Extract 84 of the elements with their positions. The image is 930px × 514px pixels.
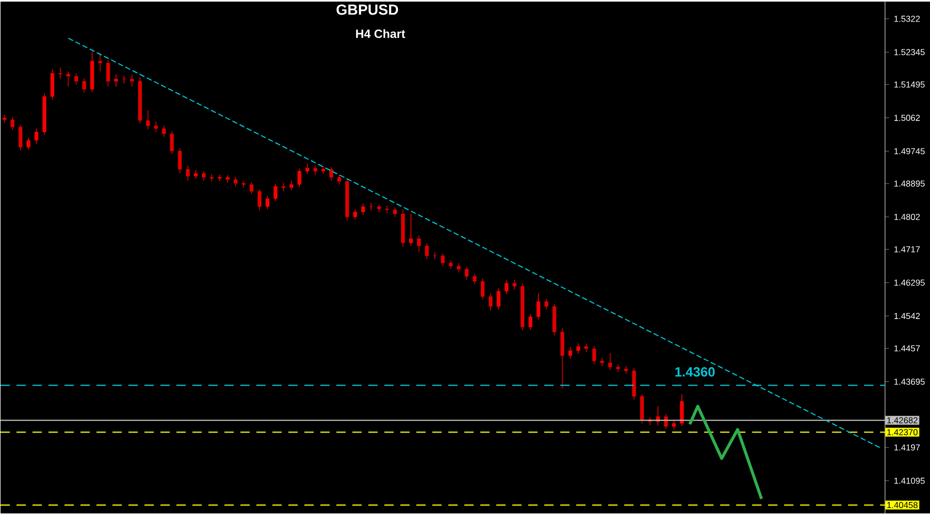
candlestick xyxy=(544,298,548,310)
candlestick xyxy=(170,130,174,155)
candlestick xyxy=(528,314,532,330)
candlestick xyxy=(608,352,612,371)
candlestick xyxy=(258,188,262,212)
candlestick xyxy=(536,293,540,320)
candlestick xyxy=(560,328,564,389)
y-tick-label: 1.5322 xyxy=(894,16,920,22)
candlestick xyxy=(18,124,22,152)
candlestick xyxy=(664,414,668,430)
candlestick xyxy=(496,288,500,310)
candlestick xyxy=(640,394,644,424)
candlestick xyxy=(242,180,246,188)
candlestick xyxy=(82,78,86,93)
ref-line-label: 1.40458 xyxy=(887,502,918,508)
candlestick xyxy=(448,260,453,270)
candlestick xyxy=(146,110,150,130)
candlestick xyxy=(472,273,477,285)
candlestick xyxy=(154,121,158,133)
candlestick xyxy=(266,196,270,210)
y-tick-label: 1.49745 xyxy=(894,148,925,154)
y-tick-label: 1.4197 xyxy=(894,444,920,451)
y-tick-label: 1.4457 xyxy=(894,346,920,352)
candlestick xyxy=(186,165,190,182)
candlestick xyxy=(576,343,580,354)
candlestick xyxy=(464,266,469,280)
candlestick xyxy=(424,242,429,260)
candlestick xyxy=(329,166,334,182)
candlestick xyxy=(313,165,318,176)
candlestick xyxy=(250,182,254,195)
candlestick xyxy=(130,74,134,88)
candlestick xyxy=(369,202,373,212)
candlestick xyxy=(282,182,286,192)
y-tick-label: 1.51495 xyxy=(894,82,925,88)
candlestick xyxy=(50,69,54,100)
candlestick xyxy=(512,280,516,290)
candlestick xyxy=(162,125,166,138)
y-tick-label: 1.41095 xyxy=(894,478,925,484)
y-tick-label: 1.46295 xyxy=(894,280,925,286)
candlestick xyxy=(504,280,508,295)
candlestick xyxy=(114,74,118,88)
candlestick xyxy=(202,170,206,182)
candlestick xyxy=(409,213,413,246)
candlestick xyxy=(290,180,294,190)
candlestick xyxy=(26,137,30,150)
ref-line-label: 1.42370 xyxy=(887,429,918,436)
candlestick xyxy=(353,209,358,220)
y-tick-label: 1.52345 xyxy=(894,49,925,56)
candlestick xyxy=(74,73,78,86)
candlestick xyxy=(10,116,14,131)
candlestick xyxy=(234,176,238,188)
candlestick xyxy=(480,278,485,300)
candlestick xyxy=(393,207,397,218)
ref-line-label: 1.42682 xyxy=(887,417,918,424)
candlestick xyxy=(34,128,38,144)
candlestick xyxy=(440,253,445,267)
candlestick xyxy=(106,60,110,88)
annotation: 1.4360 xyxy=(675,367,715,377)
candlestick xyxy=(98,52,102,72)
line-series xyxy=(688,405,763,501)
y-tick-label: 1.5062 xyxy=(894,114,920,122)
candlestick xyxy=(305,163,310,174)
candlestick xyxy=(58,67,62,80)
y-tick-label: 1.4802 xyxy=(894,214,920,220)
candlestick xyxy=(680,394,684,427)
candlestick xyxy=(592,346,596,365)
text: H4 Chart xyxy=(356,29,406,38)
candlestick xyxy=(361,203,365,216)
candlestick xyxy=(274,184,278,202)
candlestick xyxy=(122,76,126,84)
candlestick xyxy=(178,148,182,174)
candlestick xyxy=(416,235,421,252)
candlestick xyxy=(568,347,572,360)
candlestick xyxy=(385,205,389,214)
candlestick xyxy=(66,71,70,88)
candlestick xyxy=(337,174,342,186)
candlestick xyxy=(456,262,461,274)
y-tick-label: 1.43695 xyxy=(894,378,925,385)
y-tick-label: 1.4542 xyxy=(894,313,920,320)
candlestick xyxy=(297,168,302,188)
y-tick-label: 1.48895 xyxy=(894,180,925,187)
y-tick-label: 1.4717 xyxy=(894,246,920,252)
chart-title: GBPUSD xyxy=(336,4,398,16)
candlestick xyxy=(488,293,492,312)
